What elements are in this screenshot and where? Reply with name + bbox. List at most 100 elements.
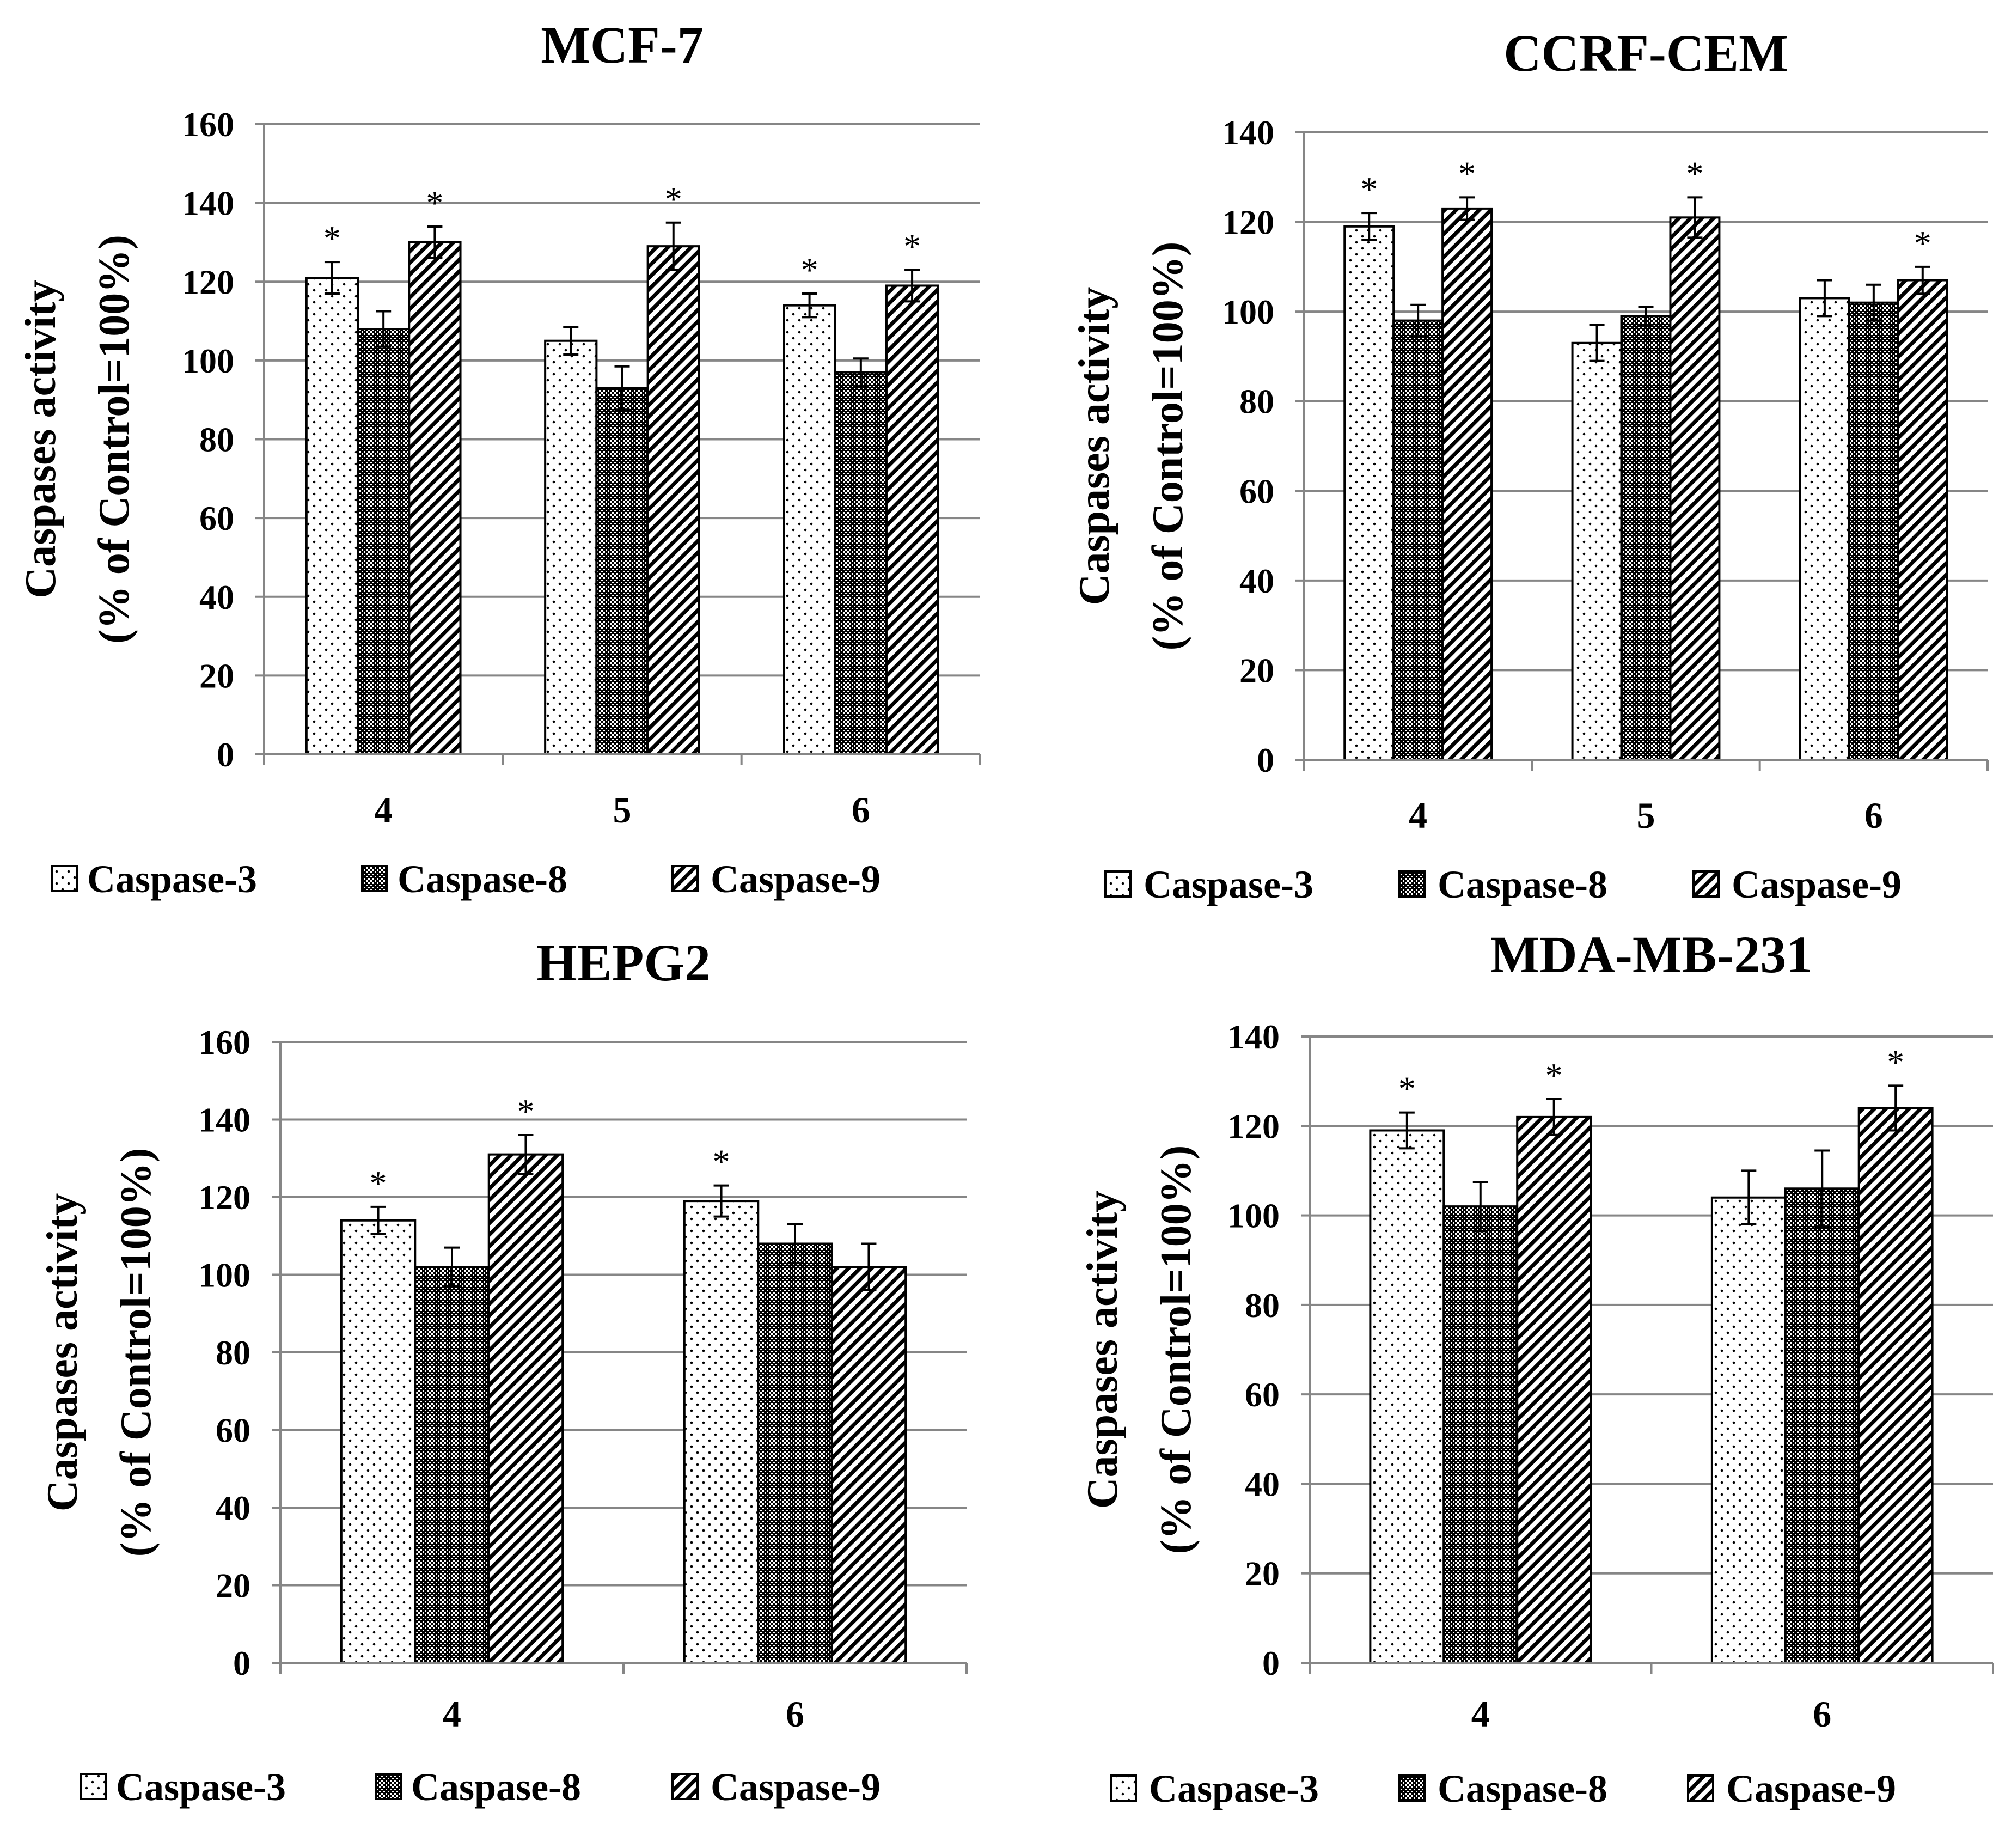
chart-title: MDA-MB-231 <box>1490 925 1813 984</box>
legend-swatch <box>1398 870 1426 898</box>
x-tick-label: 4 <box>443 1693 461 1735</box>
chart-title: CCRF-CEM <box>1503 24 1788 82</box>
bar <box>830 1266 907 1664</box>
legend-label: Caspase-9 <box>1726 1767 1896 1810</box>
y-tick-label: 20 <box>199 656 234 695</box>
bar <box>885 284 939 755</box>
legend-swatch <box>1104 870 1132 898</box>
significance-star: * <box>370 1164 387 1203</box>
legend-swatch <box>1687 1774 1714 1802</box>
x-tick-label: 5 <box>1637 795 1655 836</box>
y-tick-label: 60 <box>199 499 234 538</box>
chart-title: HEPG2 <box>536 934 711 992</box>
bar <box>757 1242 833 1664</box>
bar <box>1516 1115 1592 1664</box>
significance-star: * <box>1398 1070 1416 1108</box>
y-tick-label: 0 <box>217 735 234 774</box>
bar <box>1442 1205 1519 1664</box>
bar <box>1857 1107 1934 1664</box>
significance-star: * <box>801 251 818 289</box>
y-tick-label: 140 <box>1222 113 1274 152</box>
legend-label: Caspase-9 <box>711 1765 881 1809</box>
y-tick-label: 100 <box>182 341 234 380</box>
x-tick-label: 4 <box>374 789 393 831</box>
legend-label: Caspase-8 <box>1438 863 1607 906</box>
x-tick-label: 6 <box>852 789 870 831</box>
y-axis-label-units: (% of Control=100%) <box>1152 1145 1200 1554</box>
legend-label: Caspase-3 <box>1149 1767 1319 1810</box>
y-tick-label: 120 <box>198 1178 250 1217</box>
significance-star: * <box>713 1143 730 1181</box>
x-tick-label: 5 <box>613 789 632 831</box>
legend-label: Caspase-9 <box>1732 863 1902 906</box>
y-axis-label-units: (% of Control=100%) <box>112 1148 160 1557</box>
legend-swatch <box>1110 1774 1137 1802</box>
bar <box>487 1153 564 1664</box>
bar <box>1784 1187 1860 1664</box>
bar <box>340 1219 417 1664</box>
bar <box>357 328 411 755</box>
x-tick-label: 4 <box>1471 1693 1490 1735</box>
significance-star: * <box>1458 154 1476 193</box>
chart-0: MCF-7 0 20 40 60 80 100 120 140 160 Caspases activ… <box>17 16 981 901</box>
legend-label: Caspase-8 <box>398 857 567 901</box>
x-tick-label: 6 <box>1864 795 1883 836</box>
significance-star: * <box>1914 224 1931 263</box>
legend-label: Caspase-3 <box>87 857 257 901</box>
legend-label: Caspase-3 <box>1144 863 1313 906</box>
legend-label: Caspase-8 <box>411 1765 581 1809</box>
y-tick-label: 80 <box>216 1333 250 1372</box>
significance-star: * <box>426 184 443 222</box>
bar <box>1392 319 1444 761</box>
legend-swatch <box>671 1773 699 1800</box>
y-tick-label: 0 <box>1257 741 1274 779</box>
y-axis-label-units: (% of Control=100%) <box>90 235 138 644</box>
y-tick-label: 40 <box>216 1489 250 1527</box>
y-tick-label: 120 <box>1222 203 1274 242</box>
chart-3: MDA-MB-231 0 20 40 60 80 100 120 140 Caspases act… <box>1079 925 1994 1810</box>
y-tick-label: 140 <box>1227 1017 1280 1056</box>
legend-label: Caspase-3 <box>116 1765 286 1809</box>
bar <box>783 304 836 755</box>
bar <box>414 1266 490 1664</box>
bar <box>834 371 888 755</box>
bar <box>1848 301 1899 761</box>
y-tick-label: 0 <box>1262 1644 1280 1682</box>
legend-swatch <box>80 1773 107 1800</box>
significance-star: * <box>1686 154 1703 193</box>
y-tick-label: 140 <box>182 184 234 223</box>
y-tick-label: 160 <box>198 1023 250 1062</box>
y-tick-label: 80 <box>1245 1286 1280 1325</box>
significance-star: * <box>517 1092 534 1131</box>
y-tick-label: 100 <box>1222 292 1274 331</box>
y-tick-label: 120 <box>182 263 234 301</box>
y-tick-label: 20 <box>1239 651 1274 690</box>
x-tick-label: 4 <box>1409 795 1427 836</box>
bar <box>1571 341 1623 761</box>
bar <box>1897 279 1948 761</box>
legend-swatch <box>375 1773 402 1800</box>
y-tick-label: 40 <box>199 578 234 617</box>
significance-star: * <box>665 180 682 218</box>
y-tick-label: 120 <box>1227 1107 1280 1145</box>
chart-title: MCF-7 <box>541 16 704 74</box>
y-axis-label: Caspases activity <box>1071 287 1118 605</box>
bar <box>544 339 598 755</box>
legend-swatch <box>361 865 388 892</box>
y-axis-label: Caspases activity <box>1079 1191 1127 1509</box>
bar <box>683 1200 760 1664</box>
y-axis-label: Caspases activity <box>39 1193 87 1511</box>
legend-label: Caspase-8 <box>1438 1767 1607 1810</box>
y-tick-label: 0 <box>233 1644 250 1682</box>
bar <box>1669 216 1721 761</box>
significance-star: * <box>323 219 341 258</box>
y-tick-label: 80 <box>1239 382 1274 421</box>
y-tick-label: 40 <box>1239 562 1274 600</box>
x-tick-label: 6 <box>1813 1693 1831 1735</box>
bar <box>408 241 462 755</box>
y-tick-label: 60 <box>216 1411 250 1450</box>
bar <box>1369 1129 1445 1664</box>
significance-star: * <box>1545 1056 1563 1095</box>
y-tick-label: 100 <box>198 1256 250 1295</box>
significance-star: * <box>1360 170 1378 209</box>
